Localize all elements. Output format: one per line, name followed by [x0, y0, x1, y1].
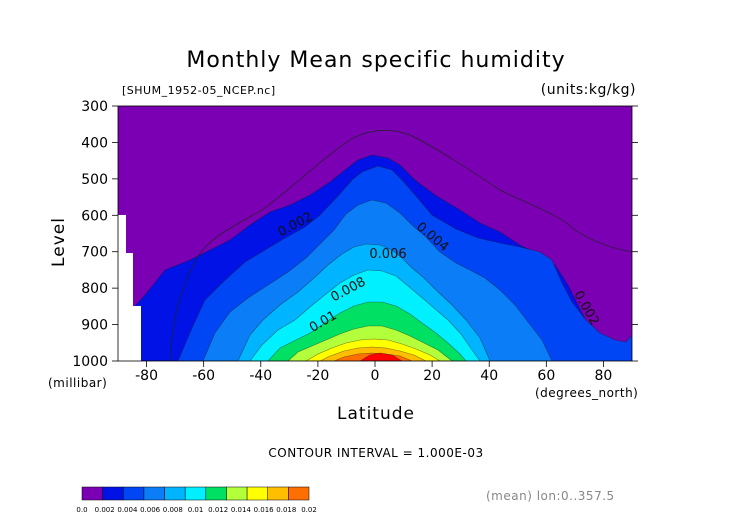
chart-title: Monthly Mean specific humidity — [186, 48, 566, 73]
y-tick-label-300: 300 — [81, 99, 108, 115]
x-tick-label--80: -80 — [135, 368, 158, 384]
units-label: (units:kg/kg) — [540, 82, 636, 98]
colorbar-swatch-5 — [184, 486, 207, 501]
colorbar-label-0: 0.0 — [76, 506, 87, 514]
colorbar-swatch-0 — [81, 486, 103, 501]
mean-longitude-label: (mean) lon:0..357.5 — [486, 489, 615, 503]
colorbar-label-7: 0.014 — [231, 506, 252, 514]
y-tick-label-600: 600 — [81, 208, 108, 224]
contour-line-0.001 — [169, 129, 632, 361]
colorbar-swatch-1 — [102, 486, 124, 501]
x-axis-label: Latitude — [337, 404, 415, 424]
x-axis-units: (degrees_north) — [535, 386, 639, 400]
colorbar-label-5: 0.01 — [188, 506, 204, 514]
colorbar-swatch-4 — [164, 486, 186, 501]
x-tick-label-0: 0 — [371, 368, 380, 384]
y-tick-label-500: 500 — [81, 172, 108, 188]
colorbar-swatch-8 — [246, 486, 268, 501]
y-tick-label-400: 400 — [81, 135, 108, 151]
colorbar-label-9: 0.018 — [276, 506, 296, 514]
x-tick-label--20: -20 — [306, 368, 329, 384]
colorbar-swatch-2 — [123, 486, 145, 501]
colorbar-label-2: 0.004 — [117, 506, 138, 514]
colorbar-swatch-6 — [205, 486, 227, 501]
x-tick-label-40: 40 — [480, 368, 498, 384]
y-tick-label-700: 700 — [81, 245, 108, 261]
y-axis-units: (millibar) — [48, 376, 108, 390]
colorbar-swatch-3 — [143, 486, 165, 501]
x-tick-label-20: 20 — [423, 368, 441, 384]
colorbar-label-4: 0.008 — [163, 506, 183, 514]
x-tick-label--40: -40 — [249, 368, 272, 384]
y-tick-label-800: 800 — [81, 281, 108, 297]
contour-interval-label: CONTOUR INTERVAL = 1.000E-03 — [268, 446, 484, 460]
colorbar-label-10: 0.02 — [301, 506, 317, 514]
x-tick-label--60: -60 — [192, 368, 215, 384]
contour-band-11 — [358, 352, 404, 361]
colorbar-label-8: 0.016 — [254, 506, 275, 514]
y-tick-label-900: 900 — [81, 318, 108, 334]
colorbar-label-6: 0.012 — [208, 506, 228, 514]
colorbar-label-1: 0.002 — [95, 506, 115, 514]
contour-label-2: 0.006 — [369, 247, 406, 262]
missing-data-region — [118, 215, 141, 361]
x-tick-label-60: 60 — [537, 368, 555, 384]
x-tick-label-80: 80 — [595, 368, 613, 384]
file-label: [SHUM_1952-05_NCEP.nc] — [122, 84, 276, 97]
y-tick-label-1000: 1000 — [72, 354, 108, 370]
colorbar-swatch-10 — [288, 486, 310, 501]
colorbar-label-3: 0.006 — [140, 506, 161, 514]
colorbar-swatch-9 — [267, 486, 289, 501]
colorbar-swatch-7 — [226, 486, 248, 501]
